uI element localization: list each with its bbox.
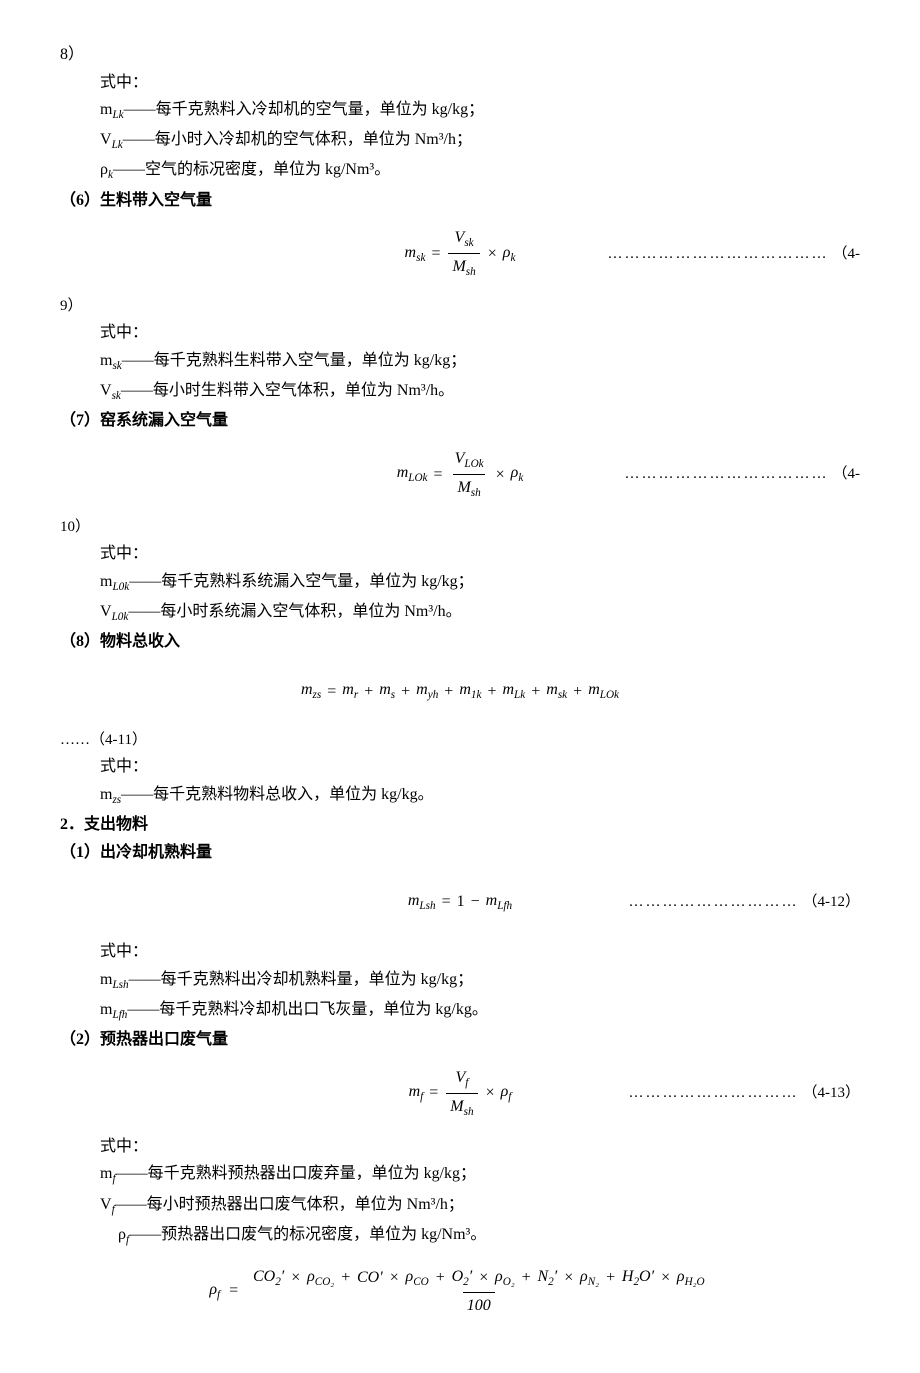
- formula-4-13: mf = Vf Msh × ρf …………………………（4-13）: [60, 1065, 860, 1122]
- def-rhof: ρf——预热器出口废气的标况密度，单位为 kg/Nm³。: [60, 1222, 860, 1250]
- section-7: （7）窑系统漏入空气量: [60, 408, 860, 434]
- def-mL0k: mL0k——每千克熟料系统漏入空气量，单位为 kg/kg；: [60, 569, 860, 597]
- continuation-9: 9）: [60, 294, 860, 318]
- section-2: 2．支出物料: [60, 812, 860, 838]
- shizh-3: 式中：: [60, 541, 860, 567]
- def-mzs: mzs——每千克熟料物料总收入，单位为 kg/kg。: [60, 782, 860, 810]
- def-VLk: VLk——每小时入冷却机的空气体积，单位为 Nm³/h；: [60, 127, 860, 155]
- shizh-2: 式中：: [60, 320, 860, 346]
- def-VL0k: VL0k——每小时系统漏入空气体积，单位为 Nm³/h。: [60, 599, 860, 627]
- def-mf: mf——每千克熟料预热器出口废弃量，单位为 kg/kg；: [60, 1161, 860, 1189]
- def-msk: msk——每千克熟料生料带入空气量，单位为 kg/kg；: [60, 348, 860, 376]
- section-2-1: （1）出冷却机熟料量: [60, 840, 860, 866]
- def-mLsh: mLsh——每千克熟料出冷却机熟料量，单位为 kg/kg；: [60, 967, 860, 995]
- def-rhok: ρk——空气的标况密度，单位为 kg/Nm³。: [60, 157, 860, 185]
- eqnum-4-11: ……（4-11）: [60, 728, 860, 752]
- formula-4-9: msk = Vsk Msh × ρk …………………………………（4-: [60, 225, 860, 282]
- formula-4-12: mLsh = 1 − mLfh …………………………（4-12）: [60, 877, 860, 927]
- def-Vf: Vf——每小时预热器出口废气体积，单位为 Nm³/h；: [60, 1192, 860, 1220]
- section-2-2: （2）预热器出口废气量: [60, 1027, 860, 1053]
- shizh-5: 式中：: [60, 939, 860, 965]
- shizh-1: 式中：: [60, 70, 860, 96]
- formula-4-10: mLOk = VLOk Msh × ρk ………………………………（4-: [60, 446, 860, 503]
- section-8: （8）物料总收入: [60, 629, 860, 655]
- def-mLk: mLk——每千克熟料入冷却机的空气量，单位为 kg/kg；: [60, 97, 860, 125]
- def-Vsk: Vsk——每小时生料带入空气体积，单位为 Nm³/h。: [60, 378, 860, 406]
- section-6: （6）生料带入空气量: [60, 188, 860, 214]
- continuation-10: 10）: [60, 515, 860, 539]
- shizh-6: 式中：: [60, 1134, 860, 1160]
- formula-4-11: mzs = mr+ ms+ myh+ m1k+ mLk+ msk+ mLOk: [60, 666, 860, 716]
- def-mLfh: mLfh——每千克熟料冷却机出口飞灰量，单位为 kg/kg。: [60, 997, 860, 1025]
- continuation-8: 8）: [60, 42, 860, 68]
- formula-rho-f: ρf = CO2′×ρCO₂ + CO′×ρCO + O2′×ρO₂ + N2′…: [60, 1264, 860, 1319]
- shizh-4: 式中：: [60, 754, 860, 780]
